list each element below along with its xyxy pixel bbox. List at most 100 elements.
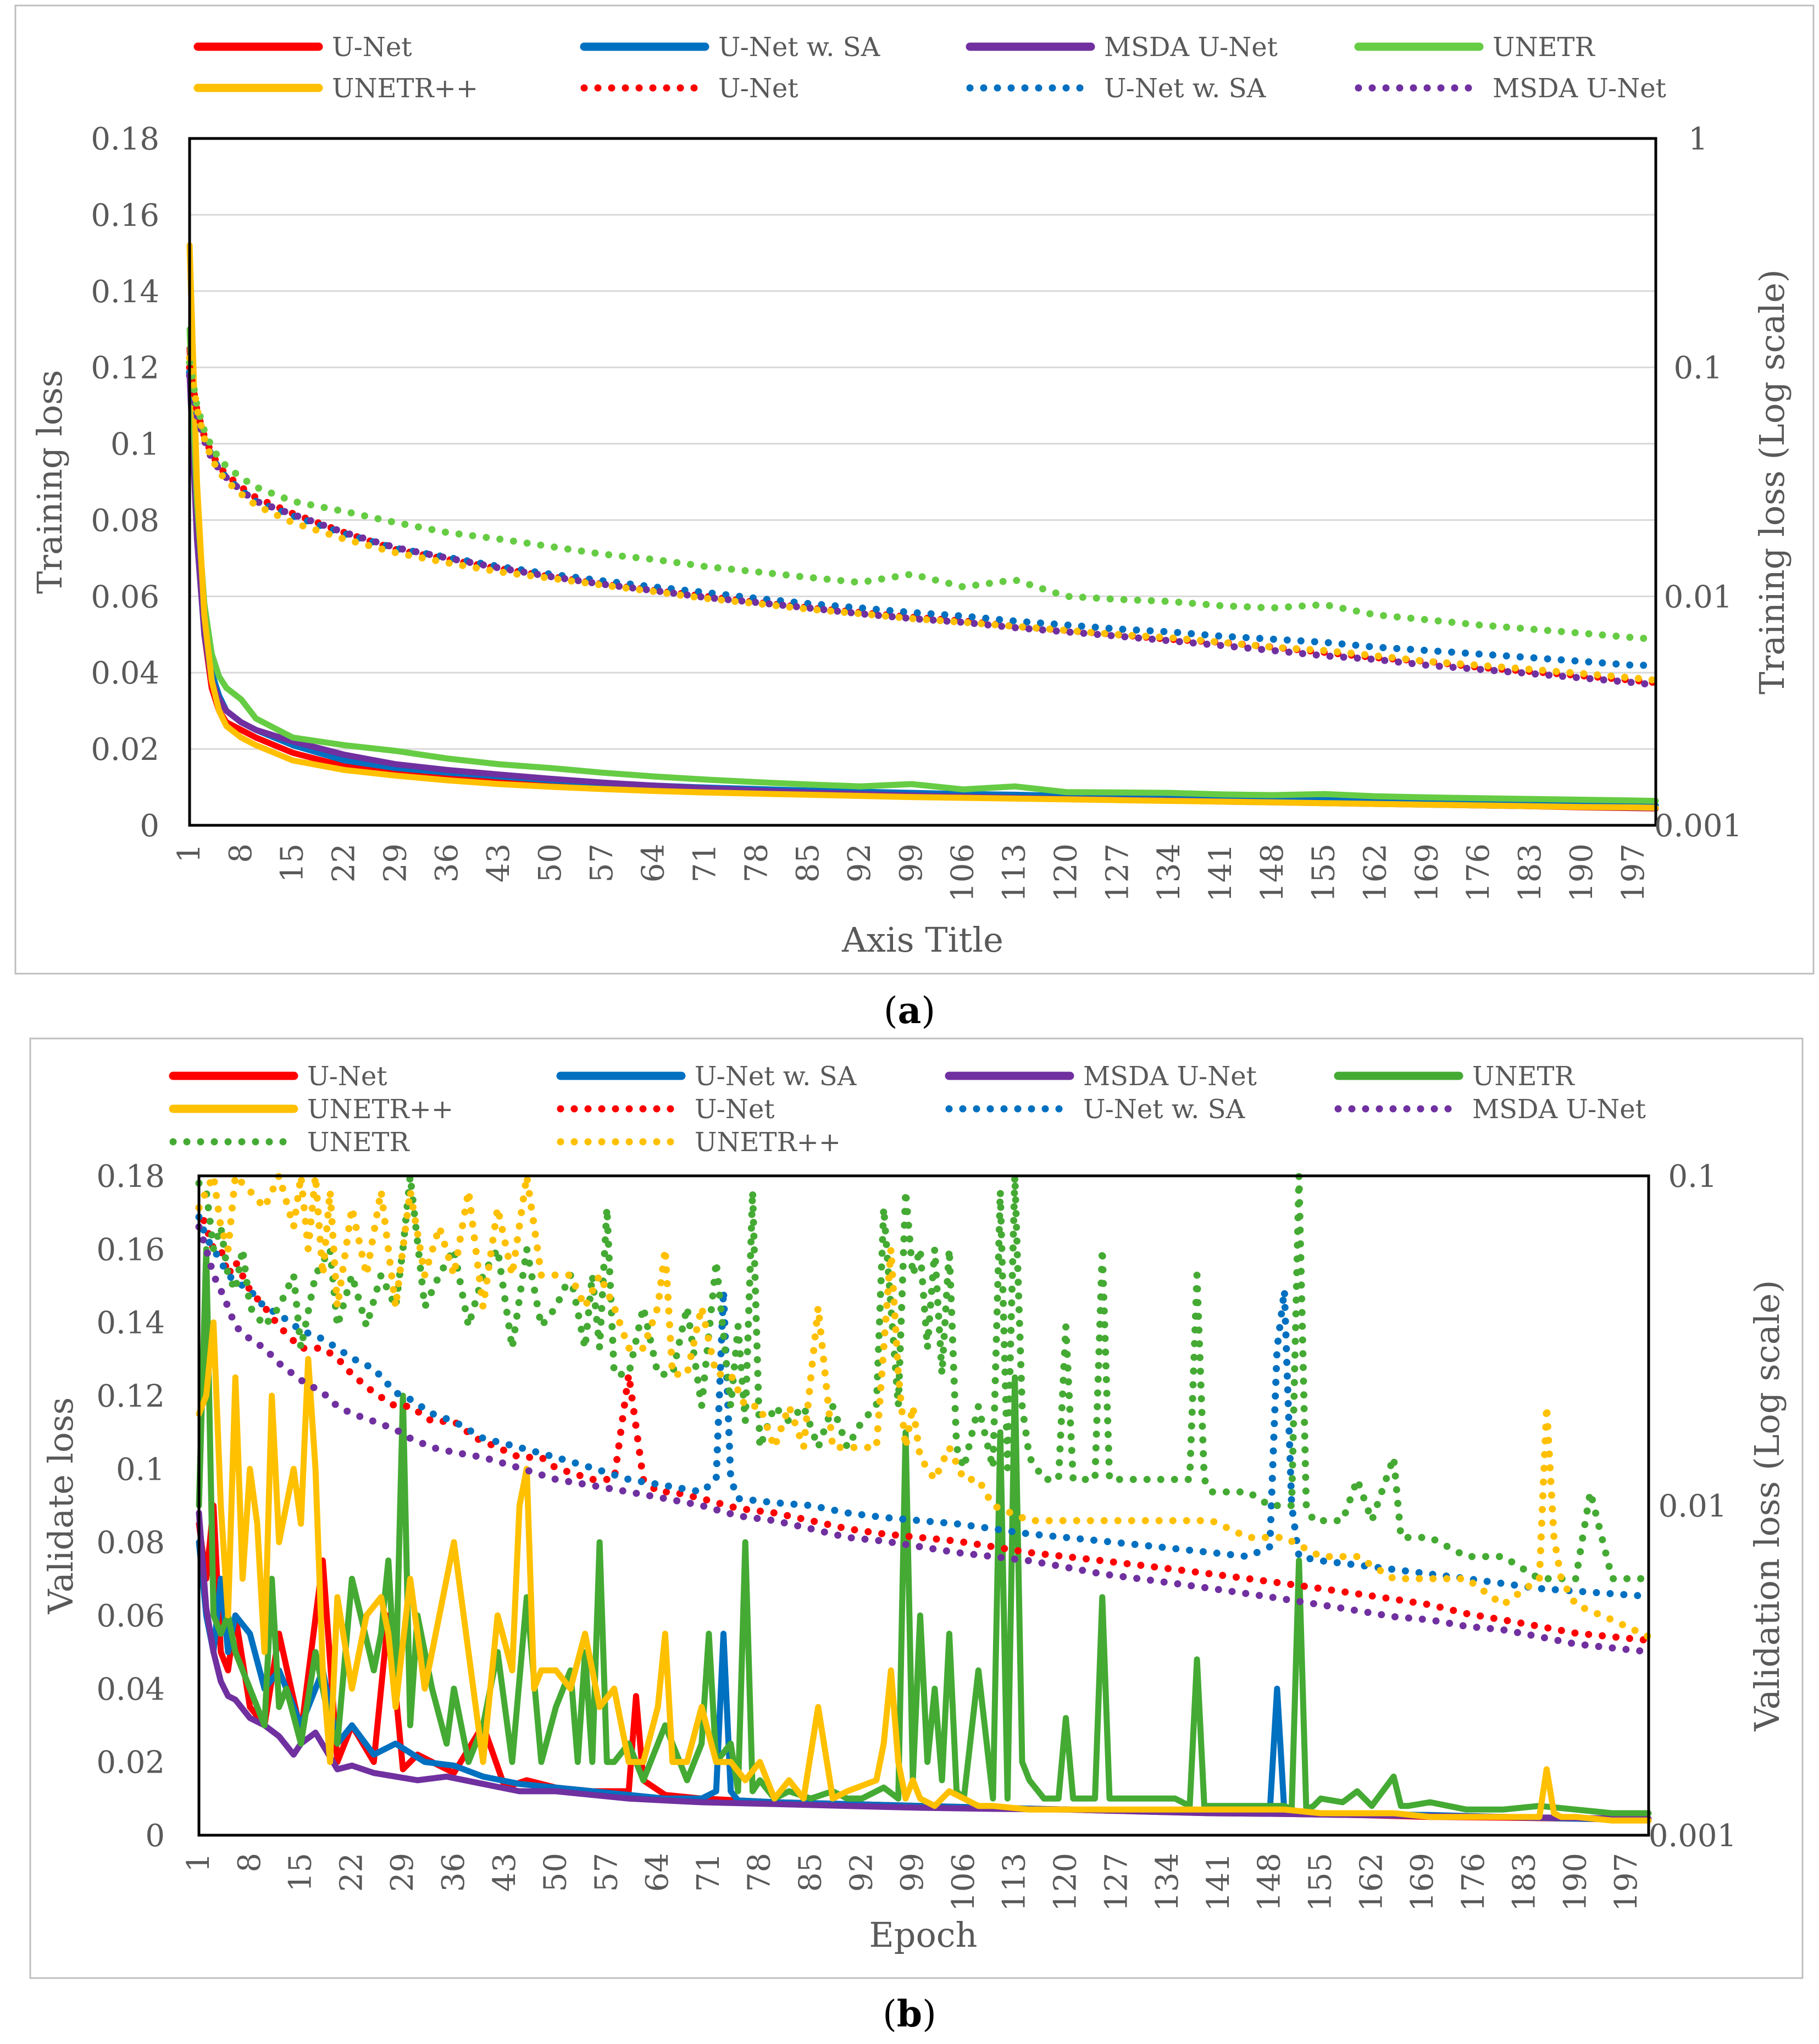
chart-a-legend-label: UNETR++: [332, 73, 478, 104]
chart-b-x-tick-label: 113: [997, 1853, 1033, 1912]
chart-b-x-tick-label: 134: [1150, 1853, 1185, 1912]
chart-b-x-axis-title: Epoch: [869, 1915, 978, 1955]
chart-b-x-tick-label: 127: [1099, 1853, 1134, 1912]
chart-a-legend-label: UNETR: [1493, 32, 1596, 63]
chart-b-y-axis-title: Validate loss: [41, 1397, 81, 1614]
chart-b-y-tick-label: 0.16: [96, 1232, 165, 1268]
chart-a-x-axis-title: Axis Title: [841, 920, 1003, 960]
chart-b-x-tick-label: 50: [538, 1853, 574, 1892]
chart-b-x-tick-label: 92: [844, 1853, 879, 1892]
chart-a-x-tick-label: 78: [739, 843, 774, 882]
chart-b-y2-ticks: 0.001 0.01 0.1: [1649, 1159, 1737, 1854]
chart-a-series: [186, 242, 1660, 812]
chart-a-y-tick-label: 0.02: [91, 732, 159, 768]
chart-a-series-u-net-w-sa-dotted: [186, 369, 1660, 669]
chart-b-series-msda-u-net-solid: [196, 1509, 1652, 1822]
chart-b-series: [195, 1172, 1652, 1824]
chart-b-series-u-net-dotted: [195, 1204, 1652, 1644]
chart-a-x-tick-label: 15: [275, 843, 310, 882]
chart-a-x-tick-label: 106: [945, 843, 981, 902]
chart-b-legend-label: UNETR++: [695, 1127, 841, 1158]
chart-b-x-tick-label: 8: [232, 1853, 268, 1873]
chart-b-x-tick-label: 22: [334, 1853, 369, 1892]
chart-a-legend-label: U-Net: [332, 32, 412, 63]
chart-a-x-tick-label: 71: [687, 843, 723, 882]
chart-b-y-tick-label: 0.14: [96, 1306, 165, 1341]
chart-b-legend-label: U-Net: [307, 1061, 387, 1092]
chart-b-y-tick-label: 0.1: [116, 1452, 165, 1487]
chart-b-x-tick-label: 15: [283, 1853, 319, 1892]
chart-b-y-tick-label: 0.18: [96, 1159, 165, 1195]
chart-a-x-tick-label: 183: [1512, 843, 1548, 902]
chart-a-training-loss: 00.020.040.060.080.10.120.140.160.18 0.0…: [14, 4, 1815, 975]
chart-b-y-tick-label: 0.06: [96, 1598, 165, 1634]
chart-a-y-tick-label: 0: [140, 808, 159, 844]
chart-a-x-tick-label: 197: [1616, 843, 1651, 902]
chart-a-y-tick-label: 0.16: [91, 198, 159, 234]
chart-b-x-tick-label: 169: [1405, 1853, 1440, 1912]
chart-a-x-tick-label: 57: [584, 843, 620, 882]
chart-a-y2-axis-title: Training loss (Log scale): [1752, 269, 1792, 695]
chart-a-y-tick-label: 0.14: [91, 274, 159, 310]
chart-b-x-tick-label: 29: [385, 1853, 420, 1892]
chart-b-series-unetrplusplus-dotted: [195, 1172, 1652, 1641]
chart-b-legend-label: UNETR++: [307, 1094, 453, 1125]
chart-a-series-unetr-solid: [186, 326, 1659, 804]
chart-b-x-tick-label: 190: [1557, 1853, 1593, 1912]
chart-a-x-ticks: 1 8 15 22 29 36 43 50 57 64 71 78 85 92 99 106 113 120 127…: [171, 843, 1651, 902]
chart-a-plot-area: [188, 137, 1657, 827]
chart-b-x-tick-label: 162: [1354, 1853, 1389, 1912]
chart-a-x-tick-label: 120: [1048, 843, 1084, 902]
chart-b-legend-label: UNETR: [1472, 1061, 1576, 1092]
chart-a-y2-tick-label: 0.1: [1673, 351, 1722, 386]
caption-a: (a): [884, 989, 935, 1032]
chart-b-y2-axis-title: Validation loss (Log scale): [1747, 1280, 1787, 1732]
chart-b-x-tick-label: 78: [742, 1853, 778, 1892]
chart-a-x-tick-label: 29: [378, 843, 413, 882]
chart-a-x-tick-label: 8: [223, 843, 259, 863]
chart-b-x-tick-label: 155: [1302, 1853, 1338, 1912]
chart-a-x-tick-label: 99: [894, 843, 929, 882]
chart-a-y2-tick-label: 1: [1688, 121, 1708, 157]
chart-a-x-tick-label: 43: [481, 843, 517, 882]
chart-b-y-tick-label: 0: [145, 1818, 165, 1854]
chart-b-y-tick-label: 0.12: [96, 1379, 165, 1414]
chart-b-plot-area: [197, 1174, 1650, 1837]
chart-b-x-tick-label: 120: [1047, 1853, 1083, 1912]
chart-b-series-unetr-dotted: [195, 1172, 1652, 1582]
chart-a-x-tick-label: 176: [1461, 843, 1496, 902]
chart-a-x-tick-label: 92: [842, 843, 878, 882]
chart-b-x-tick-label: 57: [589, 1853, 624, 1892]
chart-a-y-ticks: 0 0.02 0.04 0.06 0.08 0.1 0.12 0.14 0.16 0.18: [91, 121, 159, 844]
chart-a-series-msda-u-net-dotted: [186, 372, 1660, 689]
chart-b-x-tick-label: 1: [181, 1853, 217, 1873]
chart-b-series-unetrplusplus-solid: [196, 1319, 1652, 1824]
chart-b-y2-tick-label: 0.001: [1649, 1818, 1737, 1854]
chart-a-x-tick-label: 148: [1255, 843, 1290, 902]
chart-a-series-unetrplusplus-solid: [186, 242, 1659, 811]
chart-a-x-tick-label: 50: [533, 843, 568, 882]
chart-b-legend-label: U-Net: [695, 1094, 775, 1125]
chart-a-legend: U-Net U-Net w. SA MSDA U-Net UNETR UNETR++ U-…: [193, 32, 1666, 104]
chart-b-x-tick-label: 64: [640, 1853, 675, 1892]
chart-b-legend-label: UNETR: [307, 1127, 411, 1158]
chart-b-x-tick-label: 99: [895, 1853, 930, 1892]
chart-b-validation-loss: 00.020.040.060.080.10.120.140.160.18 0.0…: [29, 1037, 1804, 1979]
chart-a-x-tick-label: 113: [997, 843, 1033, 902]
chart-a-legend-label: U-Net w. SA: [718, 32, 881, 63]
chart-a-y2-tick-label: 0.01: [1664, 579, 1733, 615]
chart-a-x-tick-label: 190: [1564, 843, 1600, 902]
chart-a-x-tick-label: 36: [429, 843, 465, 882]
chart-a-x-tick-label: 1: [171, 843, 207, 863]
chart-a-legend-label: MSDA U-Net: [1104, 32, 1278, 63]
chart-b-x-tick-label: 106: [946, 1853, 981, 1912]
chart-b-legend-label: MSDA U-Net: [1083, 1061, 1257, 1092]
chart-a-x-tick-label: 85: [790, 843, 826, 882]
chart-b-y2-tick-label: 0.1: [1668, 1159, 1717, 1195]
chart-b-x-tick-label: 85: [793, 1853, 829, 1892]
chart-a-x-tick-label: 134: [1151, 843, 1187, 902]
chart-b-x-ticks: 1 8 15 22 29 36 43 50 57 64 71 78 85 92 99 106 113 120 127…: [181, 1853, 1644, 1912]
chart-a-legend-label: MSDA U-Net: [1493, 73, 1666, 104]
chart-b-y2-tick-label: 0.01: [1659, 1488, 1727, 1524]
